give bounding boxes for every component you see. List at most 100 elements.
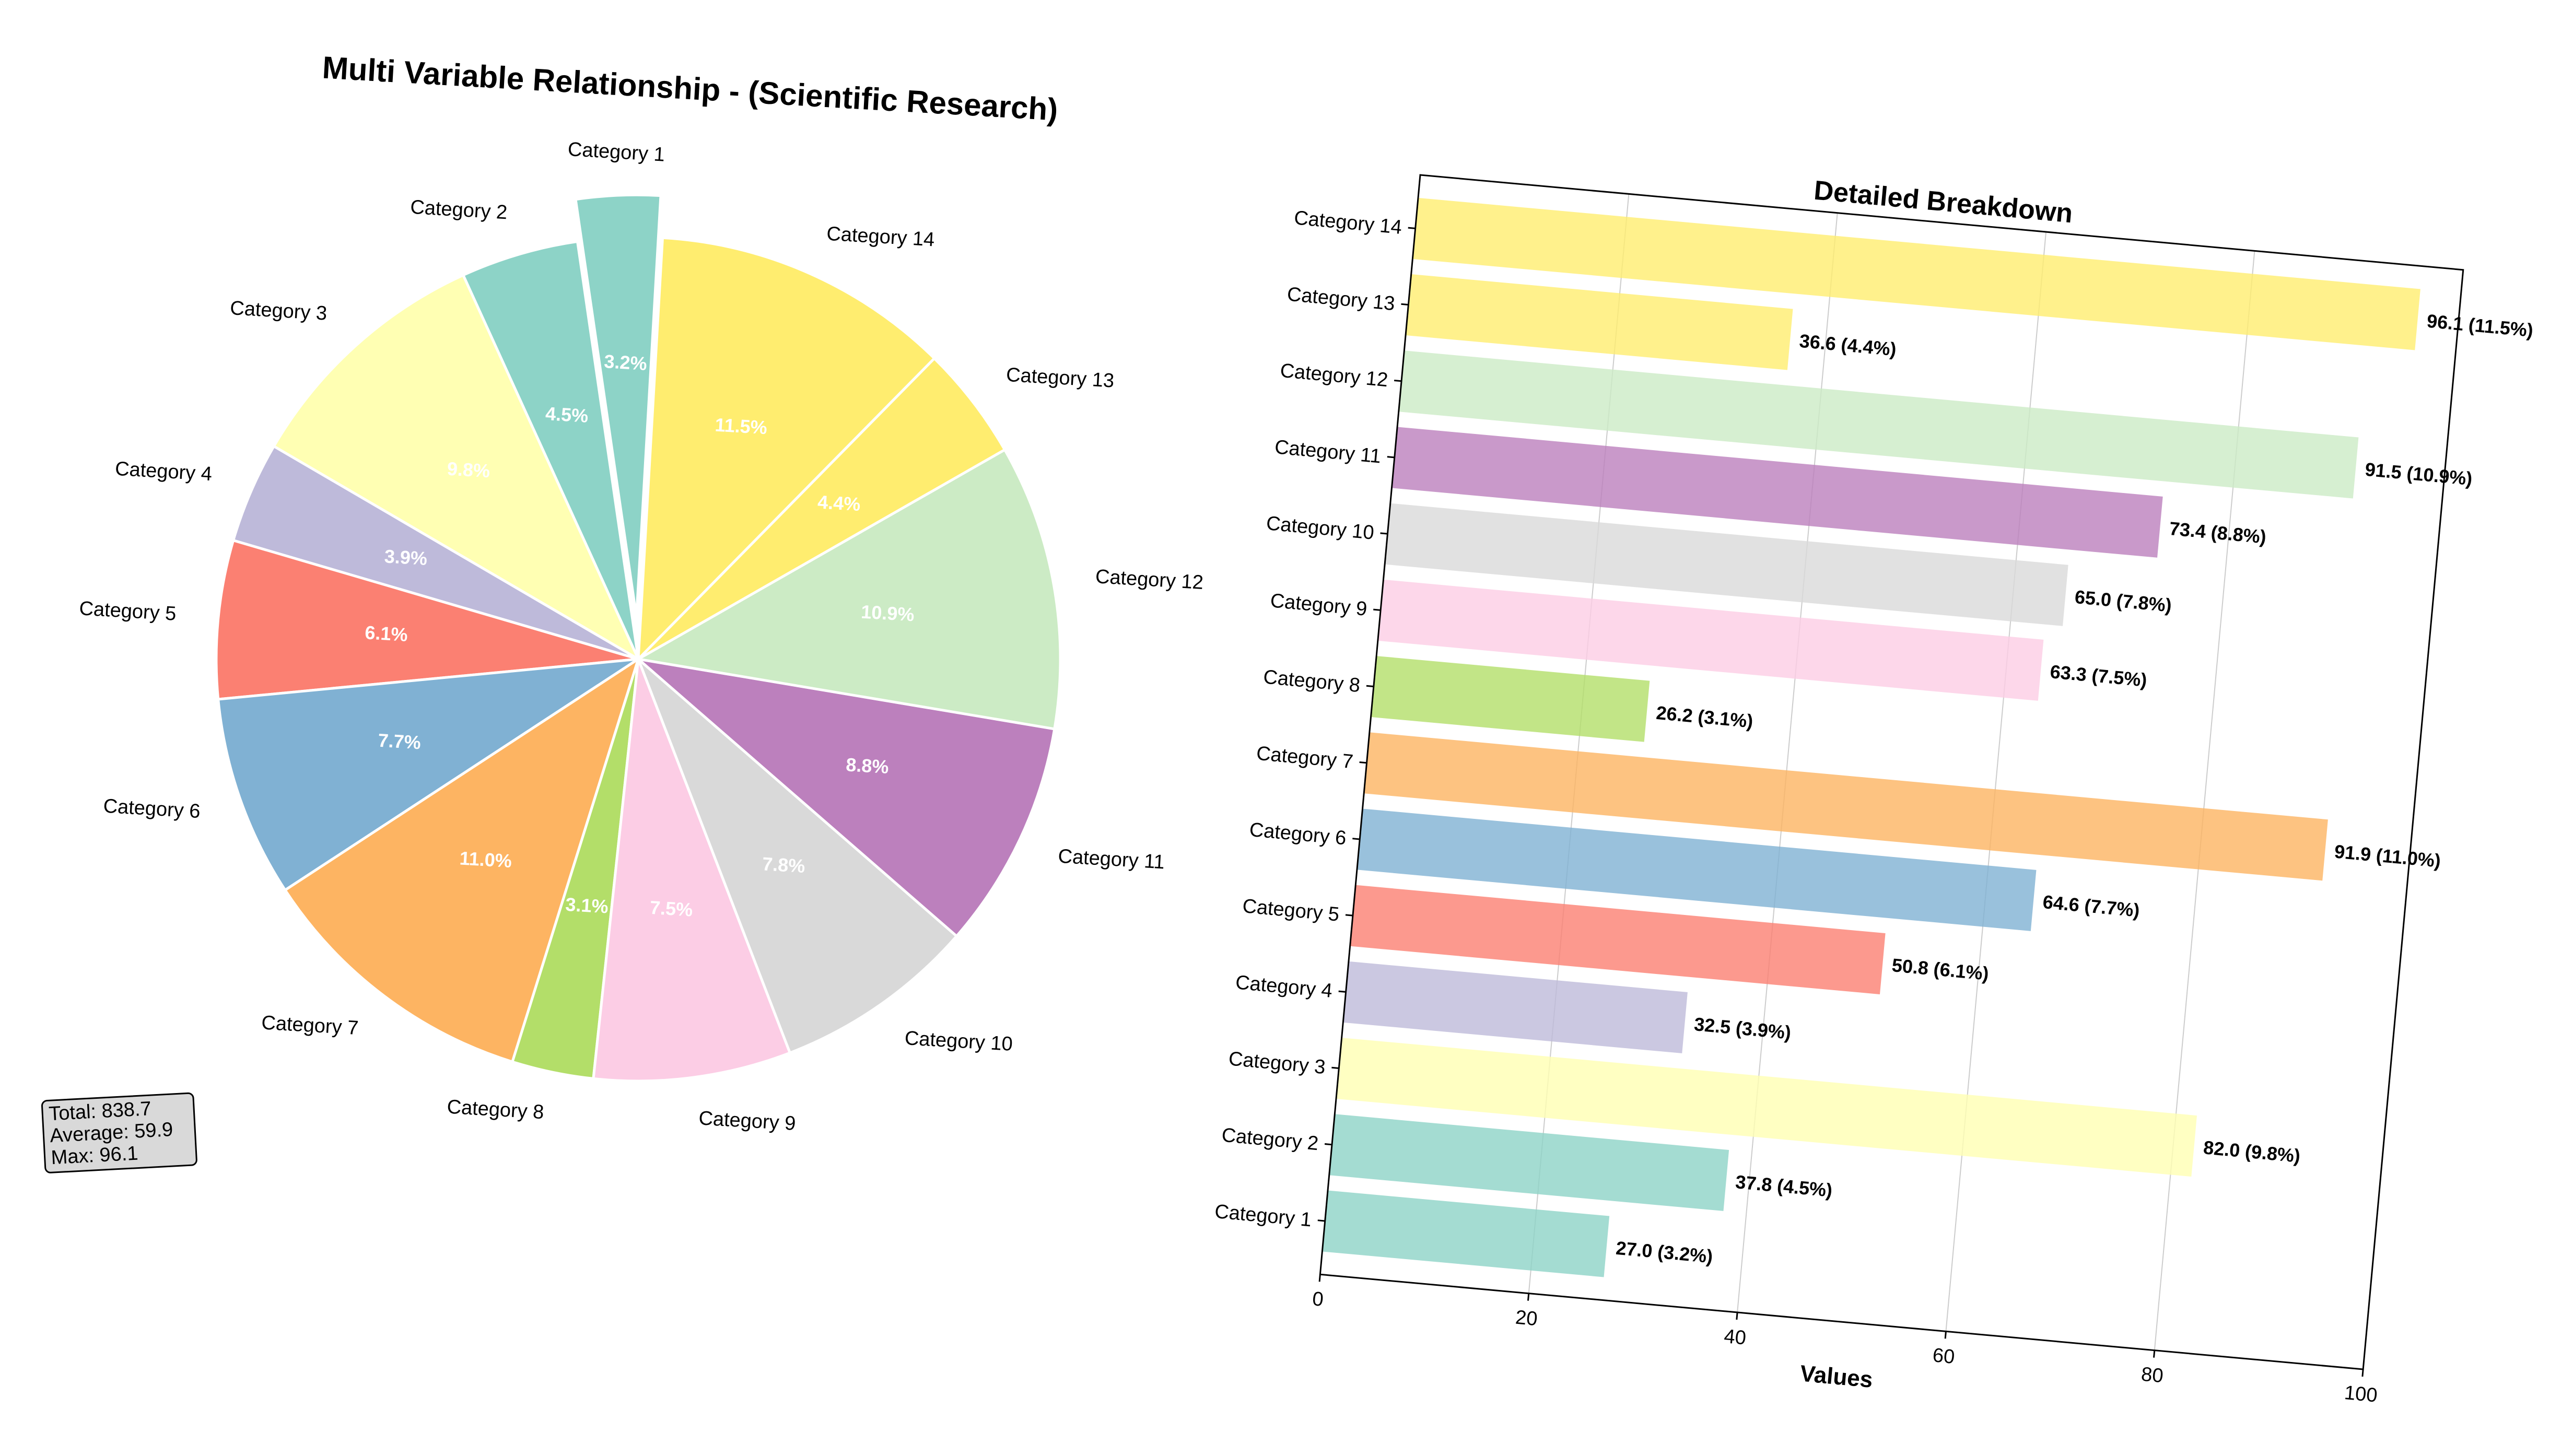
- y-tick-label-category-8: Category 8: [1262, 666, 1361, 697]
- pie-slice-category-12: [634, 448, 1062, 731]
- bar-chart-x-ticks: 0 20 40 60 80 100: [1312, 1274, 2378, 1407]
- bar-chart-bars: [1322, 197, 2420, 1277]
- pie-label-category-11: Category 11: [1058, 846, 1165, 874]
- bar-value-label-category-7: 91.9 (11.0%): [2334, 840, 2442, 871]
- pie-percent-labels: 3.2% 4.5% 9.8% 3.9% 6.1% 7.7% 11.0% 3.1% 7.5% 7.8…: [364, 350, 915, 920]
- bar-chart-title: Detailed Breakdown: [1812, 175, 2074, 229]
- pie-percent-category-14: 11.5%: [715, 414, 768, 439]
- y-tick-label-category-2: Category 2: [1221, 1124, 1319, 1155]
- x-tick-label-80: 80: [2140, 1364, 2164, 1388]
- bar-value-label-category-1: 27.0 (3.2%): [1615, 1237, 1714, 1267]
- pie-label-category-10: Category 10: [904, 1027, 1013, 1055]
- x-tick-mark-0: [1318, 1274, 1321, 1282]
- bar-category-10: [1385, 503, 2068, 626]
- bar-chart-panel: 27.0 (3.2%) 37.8 (4.5%) 82.0 (9.8%) 32.5 (3…: [1214, 174, 2534, 1407]
- y-tick-mark-category-1: [1317, 1219, 1325, 1222]
- bar-value-label-category-8: 26.2 (3.1%): [1655, 702, 1754, 732]
- stats-box: Total: 838.7 Average: 59.9 Max: 96.1: [41, 1092, 197, 1173]
- pie-slice-category-2: [461, 240, 640, 660]
- pie-percent-category-7: 11.0%: [459, 847, 512, 872]
- pie-label-category-6: Category 6: [103, 795, 201, 823]
- pie-label-category-3: Category 3: [229, 297, 328, 325]
- y-tick-mark-category-4: [1338, 990, 1346, 993]
- bar-value-label-category-13: 36.6 (4.4%): [1798, 330, 1897, 360]
- bar-category-5: [1350, 885, 1886, 994]
- pie-slice-category-7: [283, 656, 641, 1064]
- bar-value-label-category-5: 50.8 (6.1%): [1891, 954, 1990, 984]
- pie-percent-category-5: 6.1%: [364, 621, 408, 645]
- pie-label-category-12: Category 12: [1095, 566, 1204, 594]
- bar-category-1: [1322, 1190, 1610, 1277]
- pie-label-category-13: Category 13: [1005, 364, 1115, 392]
- bar-value-label-category-11: 73.4 (8.8%): [2168, 518, 2267, 548]
- y-tick-label-category-12: Category 12: [1279, 360, 1389, 392]
- bar-category-6: [1356, 808, 2037, 931]
- bar-category-14: [1412, 197, 2420, 350]
- bar-value-label-category-12: 91.5 (10.9%): [2364, 459, 2473, 490]
- x-tick-label-20: 20: [1514, 1307, 1538, 1331]
- pie-percent-category-1: 3.2%: [603, 350, 647, 374]
- pie-slices: [215, 193, 1062, 1083]
- bar-category-2: [1329, 1114, 1729, 1211]
- x-tick-label-0: 0: [1312, 1288, 1325, 1311]
- bar-value-label-category-14: 96.1 (11.5%): [2426, 310, 2534, 341]
- pie-percent-category-10: 7.8%: [762, 853, 805, 877]
- pie-percent-category-13: 4.4%: [817, 491, 861, 515]
- y-tick-mark-category-9: [1373, 608, 1381, 611]
- bar-value-label-category-9: 63.3 (7.5%): [2049, 661, 2148, 691]
- pie-label-category-7: Category 7: [261, 1012, 359, 1039]
- pie-percent-category-4: 3.9%: [384, 545, 428, 569]
- pie-percent-category-9: 7.5%: [649, 897, 693, 921]
- pie-slice-category-4: [231, 444, 639, 661]
- bar-category-13: [1406, 274, 1793, 370]
- pie-label-category-5: Category 5: [79, 597, 177, 625]
- pie-label-category-9: Category 9: [698, 1107, 797, 1135]
- pie-chart-title: Multi Variable Relationship - (Scientifi…: [321, 50, 1059, 127]
- pie-slice-category-13: [637, 356, 1007, 661]
- gridline-x-40: [1737, 213, 1838, 1313]
- bar-value-label-category-10: 65.0 (7.8%): [2074, 586, 2172, 616]
- pie-label-category-2: Category 2: [410, 196, 508, 224]
- pie-label-category-14: Category 14: [826, 223, 935, 251]
- y-tick-label-category-4: Category 4: [1235, 971, 1334, 1002]
- pie-slice-category-3: [272, 273, 641, 663]
- pie-label-category-8: Category 8: [447, 1096, 545, 1124]
- bar-chart-axes-frame: [1319, 174, 2464, 1370]
- y-tick-mark-category-12: [1394, 379, 1402, 382]
- y-tick-label-category-10: Category 10: [1265, 512, 1375, 544]
- gridline-x-20: [1528, 194, 1630, 1294]
- bar-value-label-category-3: 82.0 (9.8%): [2203, 1136, 2301, 1167]
- pie-slice-category-9: [592, 659, 792, 1083]
- pie-slice-category-10: [637, 658, 958, 1055]
- y-tick-label-category-11: Category 11: [1274, 436, 1382, 467]
- pie-label-category-1: Category 1: [567, 138, 665, 166]
- stats-total: Total: 838.7: [48, 1098, 151, 1125]
- y-tick-label-category-7: Category 7: [1256, 743, 1354, 773]
- stats-box-background: [41, 1092, 197, 1173]
- x-tick-label-100: 100: [2343, 1382, 2378, 1407]
- bar-category-7: [1364, 732, 2328, 881]
- pie-percent-category-2: 4.5%: [545, 403, 589, 427]
- bar-category-9: [1377, 579, 2044, 701]
- y-tick-label-category-5: Category 5: [1242, 895, 1340, 926]
- pie-percent-category-12: 10.9%: [860, 601, 915, 626]
- stats-max: Max: 96.1: [51, 1143, 139, 1169]
- pie-percent-category-3: 9.8%: [447, 458, 490, 482]
- pie-slice-category-1: [574, 193, 662, 617]
- x-tick-label-40: 40: [1723, 1325, 1747, 1349]
- bar-value-label-category-4: 32.5 (3.9%): [1693, 1013, 1792, 1043]
- pie-percent-category-6: 7.7%: [378, 730, 422, 754]
- y-tick-label-category-6: Category 6: [1248, 819, 1347, 850]
- pie-percent-category-11: 8.8%: [845, 754, 889, 778]
- pie-slice-category-6: [216, 657, 639, 892]
- pie-percent-category-8: 3.1%: [565, 894, 609, 918]
- y-tick-label-category-14: Category 14: [1293, 207, 1403, 239]
- y-tick-mark-category-10: [1380, 532, 1388, 535]
- bar-chart-x-axis-label: Values: [1799, 1360, 1874, 1392]
- pie-label-category-4: Category 4: [114, 458, 213, 486]
- pie-slice-category-5: [215, 538, 639, 701]
- bar-category-11: [1391, 427, 2163, 558]
- bar-category-12: [1398, 350, 2359, 499]
- y-tick-label-category-1: Category 1: [1214, 1201, 1313, 1231]
